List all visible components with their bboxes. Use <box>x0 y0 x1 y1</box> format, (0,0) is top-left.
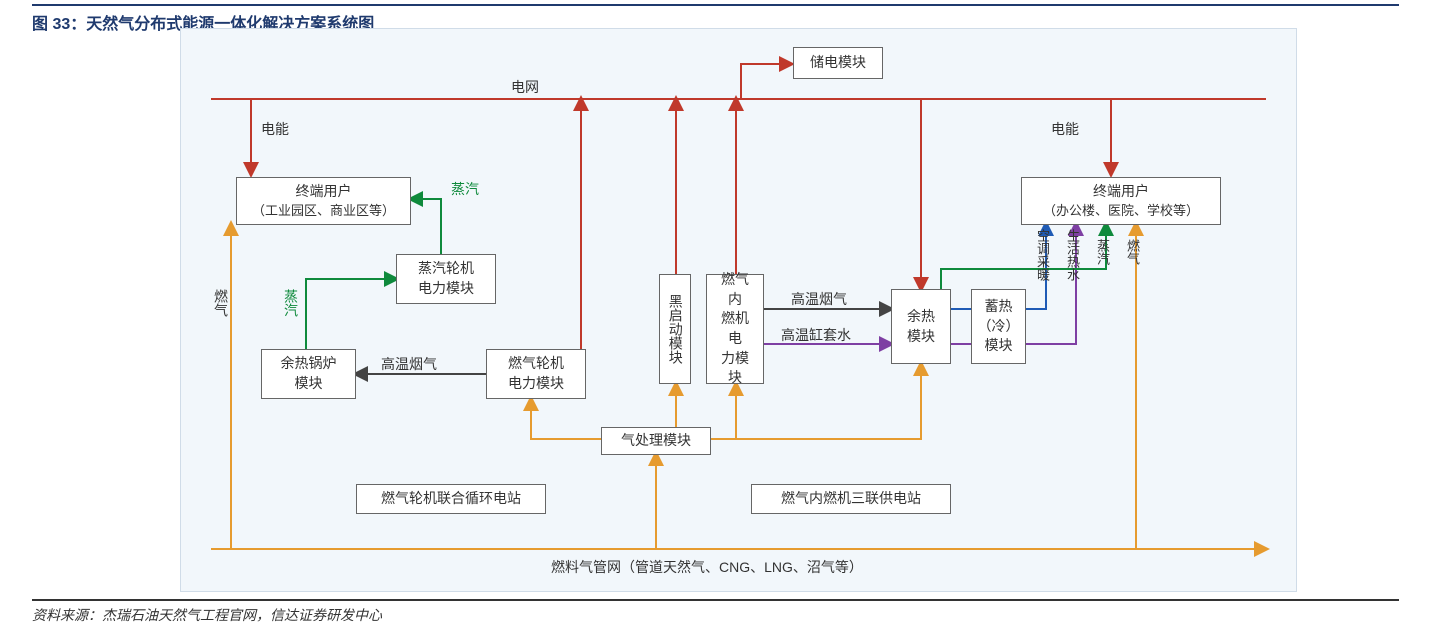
node-line: 模块 <box>295 374 323 394</box>
label-ac-heat: 空调采暖 <box>1033 229 1052 281</box>
label-gas-right: 燃气 <box>1123 239 1142 265</box>
node-line: 余热 <box>907 307 935 327</box>
label-elec-right: 电能 <box>1051 119 1079 139</box>
label-steam2: 蒸汽 <box>281 289 301 317</box>
node-storage: 储电模块 <box>793 47 883 79</box>
label-life-water: 生活热水 <box>1063 229 1082 281</box>
node-gas-process: 气处理模块 <box>601 427 711 455</box>
node-line: 燃气轮机 <box>508 354 564 374</box>
node-line: 电力模块 <box>418 279 474 299</box>
label-hot-jacket: 高温缸套水 <box>781 325 851 345</box>
node-black-start: 黑启动模块 <box>659 274 691 384</box>
node-line: 燃机电 <box>715 309 755 348</box>
node-cc-station: 燃气轮机联合循环电站 <box>356 484 546 514</box>
node-steam-turbine: 蒸汽轮机 电力模块 <box>396 254 496 304</box>
node-line: （冷） <box>978 317 1020 337</box>
node-line: 模块 <box>907 327 935 347</box>
node-tri-station: 燃气内燃机三联供电站 <box>751 484 951 514</box>
node-line: 余热锅炉 <box>281 354 337 374</box>
label-gas-left: 燃气 <box>211 289 231 317</box>
node-gas-engine: 燃气内 燃机电 力模块 <box>706 274 764 384</box>
node-line: 终端用户 <box>1093 182 1149 202</box>
label-elec-left: 电能 <box>261 119 289 139</box>
node-waste-boiler: 余热锅炉 模块 <box>261 349 356 399</box>
label-hot-gas-left: 高温烟气 <box>381 354 437 374</box>
node-line: 力模块 <box>715 349 755 388</box>
node-heat-storage: 蓄热 （冷） 模块 <box>971 289 1026 364</box>
label-fuel-pipe: 燃料气管网（管道天然气、CNG、LNG、沼气等） <box>551 557 863 577</box>
node-line: （办公楼、医院、学校等） <box>1043 202 1199 220</box>
node-gas-turbine: 燃气轮机 电力模块 <box>486 349 586 399</box>
node-end-user-left: 终端用户 （工业园区、商业区等） <box>236 177 411 225</box>
node-waste-heat: 余热 模块 <box>891 289 951 364</box>
label-steam1: 蒸汽 <box>451 179 479 199</box>
node-line: （工业园区、商业区等） <box>252 202 395 220</box>
node-line: 燃气内 <box>715 270 755 309</box>
figure-source: 资料来源：杰瑞石油天然气工程官网，信达证券研发中心 <box>32 599 1399 625</box>
node-end-user-right: 终端用户 （办公楼、医院、学校等） <box>1021 177 1221 225</box>
node-line: 蓄热 <box>985 297 1013 317</box>
label-grid: 电网 <box>511 77 539 97</box>
node-line: 电力模块 <box>508 374 564 394</box>
label-steam-right: 蒸汽 <box>1093 239 1112 265</box>
node-line: 模块 <box>985 336 1013 356</box>
label-hot-gas-right: 高温烟气 <box>791 289 847 309</box>
node-line: 终端用户 <box>296 182 352 202</box>
node-line: 蒸汽轮机 <box>418 259 474 279</box>
diagram-canvas: 储电模块 电网 终端用户 （工业园区、商业区等） 终端用户 （办公楼、医院、学校… <box>180 28 1297 592</box>
